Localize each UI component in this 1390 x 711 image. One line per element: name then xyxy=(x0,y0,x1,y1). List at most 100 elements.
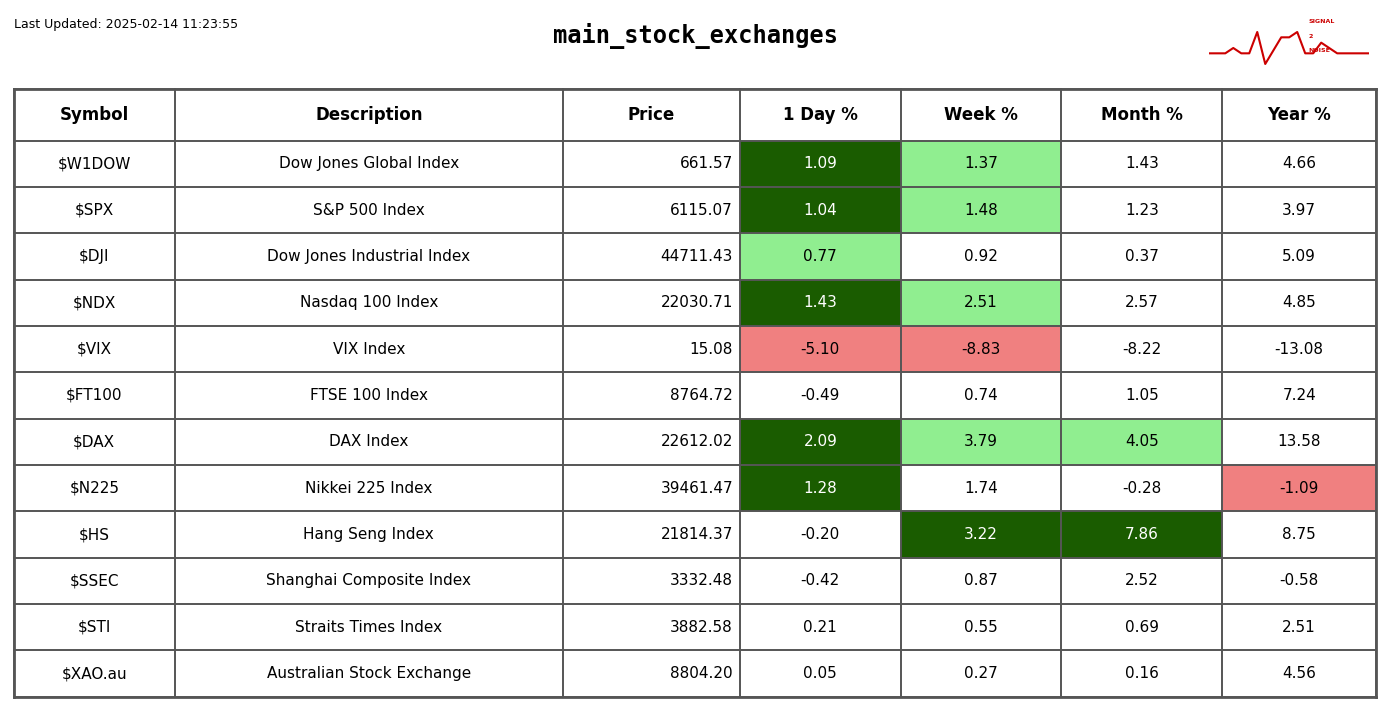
Text: $XAO.au: $XAO.au xyxy=(61,666,126,681)
FancyBboxPatch shape xyxy=(739,89,901,141)
Text: Year %: Year % xyxy=(1268,106,1332,124)
Text: 3332.48: 3332.48 xyxy=(670,573,733,589)
FancyBboxPatch shape xyxy=(563,419,739,465)
FancyBboxPatch shape xyxy=(175,465,563,511)
FancyBboxPatch shape xyxy=(1222,604,1376,651)
FancyBboxPatch shape xyxy=(563,465,739,511)
Text: -0.28: -0.28 xyxy=(1122,481,1162,496)
Text: NOISE: NOISE xyxy=(1308,48,1330,53)
FancyBboxPatch shape xyxy=(739,557,901,604)
Text: 6115.07: 6115.07 xyxy=(670,203,733,218)
Text: 3882.58: 3882.58 xyxy=(670,620,733,635)
FancyBboxPatch shape xyxy=(175,604,563,651)
Text: VIX Index: VIX Index xyxy=(332,341,404,357)
Text: Hang Seng Index: Hang Seng Index xyxy=(303,527,434,542)
FancyBboxPatch shape xyxy=(901,604,1062,651)
FancyBboxPatch shape xyxy=(739,651,901,697)
Text: 661.57: 661.57 xyxy=(680,156,733,171)
FancyBboxPatch shape xyxy=(14,141,175,187)
FancyBboxPatch shape xyxy=(1222,326,1376,373)
Text: 7.24: 7.24 xyxy=(1282,388,1316,403)
FancyBboxPatch shape xyxy=(901,373,1062,419)
FancyBboxPatch shape xyxy=(1062,651,1222,697)
FancyBboxPatch shape xyxy=(563,233,739,279)
Text: 1.05: 1.05 xyxy=(1125,388,1159,403)
FancyBboxPatch shape xyxy=(175,511,563,557)
FancyBboxPatch shape xyxy=(901,419,1062,465)
Text: main_stock_exchanges: main_stock_exchanges xyxy=(552,23,838,48)
Text: Dow Jones Industrial Index: Dow Jones Industrial Index xyxy=(267,249,470,264)
Text: 15.08: 15.08 xyxy=(689,341,733,357)
Text: $DAX: $DAX xyxy=(74,434,115,449)
Text: Week %: Week % xyxy=(944,106,1017,124)
FancyBboxPatch shape xyxy=(563,557,739,604)
FancyBboxPatch shape xyxy=(901,187,1062,233)
FancyBboxPatch shape xyxy=(175,233,563,279)
Text: 2: 2 xyxy=(1308,34,1312,39)
FancyBboxPatch shape xyxy=(175,279,563,326)
Text: 44711.43: 44711.43 xyxy=(660,249,733,264)
Text: $SSEC: $SSEC xyxy=(70,573,120,589)
Text: Shanghai Composite Index: Shanghai Composite Index xyxy=(267,573,471,589)
Text: 5.09: 5.09 xyxy=(1282,249,1316,264)
FancyBboxPatch shape xyxy=(14,651,175,697)
Text: 2.52: 2.52 xyxy=(1125,573,1159,589)
Text: -8.22: -8.22 xyxy=(1122,341,1162,357)
FancyBboxPatch shape xyxy=(14,279,175,326)
Text: 1.28: 1.28 xyxy=(803,481,837,496)
Text: 3.79: 3.79 xyxy=(965,434,998,449)
Text: $W1DOW: $W1DOW xyxy=(57,156,131,171)
Text: Nikkei 225 Index: Nikkei 225 Index xyxy=(304,481,432,496)
FancyBboxPatch shape xyxy=(739,373,901,419)
FancyBboxPatch shape xyxy=(739,419,901,465)
Text: 1.43: 1.43 xyxy=(803,295,837,310)
Text: 1.48: 1.48 xyxy=(965,203,998,218)
FancyBboxPatch shape xyxy=(901,233,1062,279)
FancyBboxPatch shape xyxy=(739,233,901,279)
FancyBboxPatch shape xyxy=(739,141,901,187)
FancyBboxPatch shape xyxy=(1222,141,1376,187)
Text: Price: Price xyxy=(628,106,676,124)
Text: 8764.72: 8764.72 xyxy=(670,388,733,403)
Text: 1.09: 1.09 xyxy=(803,156,837,171)
FancyBboxPatch shape xyxy=(175,89,563,141)
Text: 0.16: 0.16 xyxy=(1125,666,1159,681)
Text: Description: Description xyxy=(316,106,423,124)
FancyBboxPatch shape xyxy=(563,604,739,651)
FancyBboxPatch shape xyxy=(1062,465,1222,511)
Text: Last Updated: 2025-02-14 11:23:55: Last Updated: 2025-02-14 11:23:55 xyxy=(14,18,238,31)
Text: 2.51: 2.51 xyxy=(965,295,998,310)
FancyBboxPatch shape xyxy=(14,89,175,141)
Text: 0.87: 0.87 xyxy=(965,573,998,589)
Text: -5.10: -5.10 xyxy=(801,341,840,357)
Text: $NDX: $NDX xyxy=(72,295,115,310)
Text: Month %: Month % xyxy=(1101,106,1183,124)
FancyBboxPatch shape xyxy=(14,233,175,279)
Text: 0.27: 0.27 xyxy=(965,666,998,681)
FancyBboxPatch shape xyxy=(1062,557,1222,604)
FancyBboxPatch shape xyxy=(1062,141,1222,187)
FancyBboxPatch shape xyxy=(175,373,563,419)
Text: Dow Jones Global Index: Dow Jones Global Index xyxy=(278,156,459,171)
FancyBboxPatch shape xyxy=(1062,326,1222,373)
FancyBboxPatch shape xyxy=(1062,604,1222,651)
FancyBboxPatch shape xyxy=(901,511,1062,557)
FancyBboxPatch shape xyxy=(14,557,175,604)
FancyBboxPatch shape xyxy=(1062,511,1222,557)
FancyBboxPatch shape xyxy=(739,604,901,651)
FancyBboxPatch shape xyxy=(1222,373,1376,419)
FancyBboxPatch shape xyxy=(175,419,563,465)
Text: 0.37: 0.37 xyxy=(1125,249,1159,264)
Text: 2.09: 2.09 xyxy=(803,434,837,449)
Text: 39461.47: 39461.47 xyxy=(660,481,733,496)
Text: 22612.02: 22612.02 xyxy=(660,434,733,449)
Text: 7.86: 7.86 xyxy=(1125,527,1159,542)
FancyBboxPatch shape xyxy=(563,326,739,373)
FancyBboxPatch shape xyxy=(563,511,739,557)
Text: 4.56: 4.56 xyxy=(1282,666,1316,681)
FancyBboxPatch shape xyxy=(14,373,175,419)
FancyBboxPatch shape xyxy=(175,651,563,697)
Text: 0.74: 0.74 xyxy=(965,388,998,403)
Text: 1.43: 1.43 xyxy=(1125,156,1159,171)
FancyBboxPatch shape xyxy=(1062,187,1222,233)
